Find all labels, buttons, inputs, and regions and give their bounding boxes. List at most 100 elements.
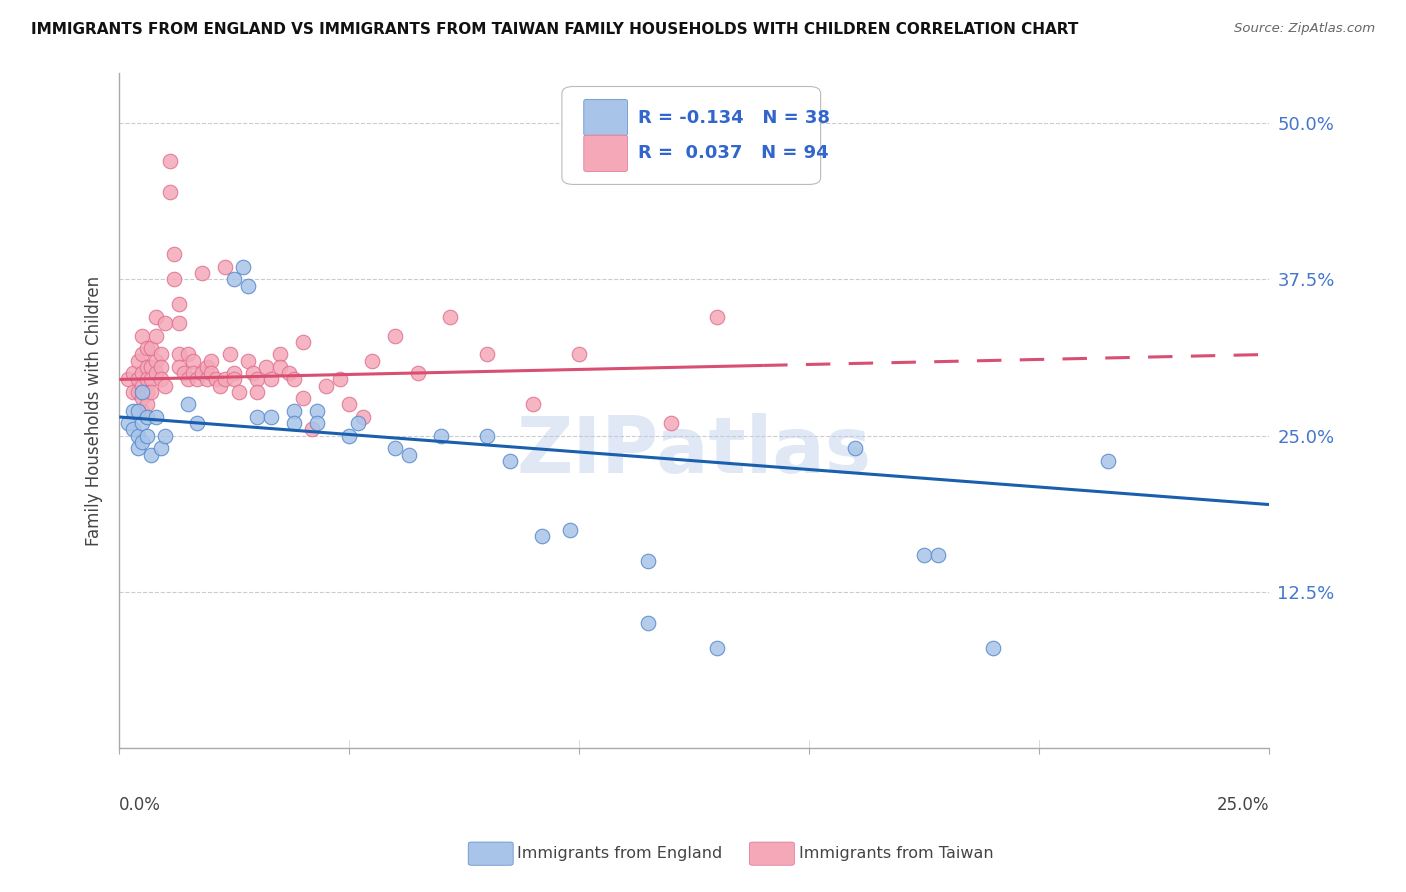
Point xyxy=(260,372,283,386)
Y-axis label: Family Households with Children: Family Households with Children xyxy=(86,276,103,546)
Point xyxy=(224,366,246,380)
Point xyxy=(531,529,554,543)
Point xyxy=(224,272,246,286)
Point xyxy=(135,359,157,374)
Point xyxy=(477,429,499,443)
Point xyxy=(337,429,360,443)
Point xyxy=(122,403,145,417)
Point xyxy=(186,416,208,430)
Point xyxy=(145,353,167,368)
Point xyxy=(135,429,157,443)
Point xyxy=(127,442,149,456)
Point xyxy=(177,372,200,386)
Point xyxy=(131,378,153,392)
Point xyxy=(145,310,167,324)
Point xyxy=(122,384,145,399)
Point xyxy=(981,641,1004,656)
Point xyxy=(637,616,659,631)
Point xyxy=(163,247,186,261)
Point xyxy=(278,366,301,380)
Point xyxy=(361,353,384,368)
Point xyxy=(181,366,204,380)
Text: R =  0.037   N = 94: R = 0.037 N = 94 xyxy=(638,145,828,162)
Point xyxy=(659,416,682,430)
Point xyxy=(159,185,181,199)
Point xyxy=(127,353,149,368)
Point xyxy=(384,442,406,456)
Point xyxy=(131,347,153,361)
FancyBboxPatch shape xyxy=(583,99,627,136)
Point xyxy=(568,347,591,361)
Point xyxy=(246,372,269,386)
Point xyxy=(218,347,240,361)
Point xyxy=(214,372,236,386)
Point xyxy=(224,372,246,386)
Point xyxy=(155,378,177,392)
Point xyxy=(246,384,269,399)
Point xyxy=(236,353,259,368)
FancyBboxPatch shape xyxy=(583,135,627,171)
Point xyxy=(269,347,291,361)
Point xyxy=(406,366,429,380)
Point xyxy=(205,372,228,386)
Point xyxy=(292,391,315,405)
Point xyxy=(1097,454,1119,468)
Point xyxy=(844,442,866,456)
Point xyxy=(127,372,149,386)
Point xyxy=(117,416,139,430)
Point xyxy=(214,260,236,274)
Point xyxy=(191,266,214,280)
Point xyxy=(256,359,278,374)
Point xyxy=(706,641,728,656)
Point xyxy=(195,372,218,386)
Point xyxy=(177,397,200,411)
Point xyxy=(149,359,172,374)
Text: 25.0%: 25.0% xyxy=(1216,796,1270,814)
Point xyxy=(499,454,522,468)
Text: Immigrants from England: Immigrants from England xyxy=(517,847,723,861)
Point xyxy=(155,429,177,443)
Point xyxy=(305,403,328,417)
Point xyxy=(283,416,305,430)
Point xyxy=(167,316,190,330)
Point xyxy=(127,403,149,417)
Point xyxy=(301,422,323,436)
Point xyxy=(232,260,254,274)
Point xyxy=(337,397,360,411)
Point xyxy=(131,328,153,343)
Point xyxy=(131,416,153,430)
Point xyxy=(269,359,291,374)
Point xyxy=(191,366,214,380)
Point xyxy=(131,366,153,380)
Point xyxy=(477,347,499,361)
Point xyxy=(912,548,935,562)
Point xyxy=(149,372,172,386)
Point xyxy=(149,347,172,361)
Point xyxy=(135,341,157,355)
Point xyxy=(283,372,305,386)
Point xyxy=(145,409,167,424)
Point xyxy=(141,372,163,386)
Point xyxy=(141,448,163,462)
Point xyxy=(347,416,370,430)
Point xyxy=(292,334,315,349)
Point xyxy=(260,409,283,424)
Text: Source: ZipAtlas.com: Source: ZipAtlas.com xyxy=(1234,22,1375,36)
Point xyxy=(131,384,153,399)
Point xyxy=(159,153,181,168)
Point xyxy=(141,384,163,399)
Point xyxy=(186,372,208,386)
Point xyxy=(145,366,167,380)
Point xyxy=(181,353,204,368)
Text: R = -0.134   N = 38: R = -0.134 N = 38 xyxy=(638,109,830,127)
Point xyxy=(209,378,232,392)
Point xyxy=(173,366,195,380)
Text: IMMIGRANTS FROM ENGLAND VS IMMIGRANTS FROM TAIWAN FAMILY HOUSEHOLDS WITH CHILDRE: IMMIGRANTS FROM ENGLAND VS IMMIGRANTS FR… xyxy=(31,22,1078,37)
Point xyxy=(384,328,406,343)
Point xyxy=(522,397,544,411)
Point xyxy=(195,359,218,374)
Point xyxy=(236,278,259,293)
Point xyxy=(145,328,167,343)
Point xyxy=(127,384,149,399)
Point xyxy=(149,442,172,456)
